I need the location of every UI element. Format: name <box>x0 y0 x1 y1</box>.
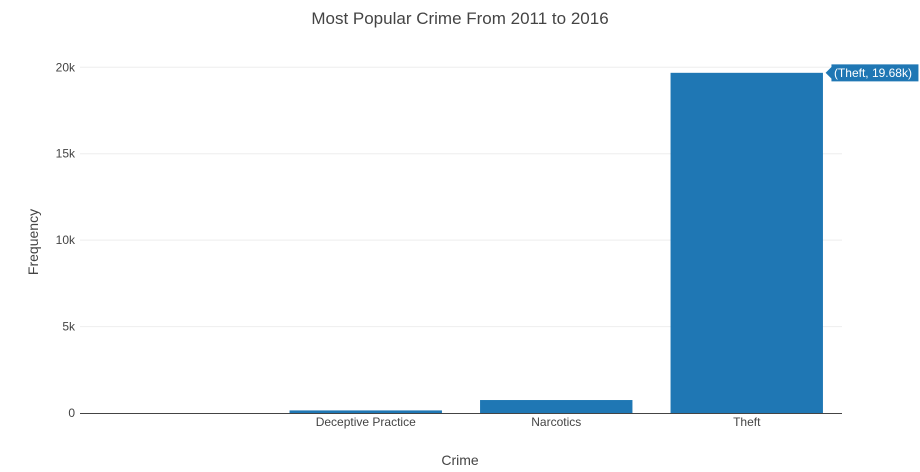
x-axis-title: Crime <box>441 452 479 468</box>
y-axis-title: Frequency <box>25 209 41 275</box>
bar[interactable] <box>289 410 442 413</box>
y-tick-label: 5k <box>62 320 76 334</box>
y-axis-ticks: 0 5k 10k 15k 20k <box>56 60 76 420</box>
x-tick-label: Deceptive Practice <box>316 415 416 429</box>
y-tick-label: 10k <box>56 233 76 247</box>
chart-title: Most Popular Crime From 2011 to 2016 <box>311 9 608 28</box>
bar[interactable] <box>670 72 823 414</box>
y-tick-label: 15k <box>56 147 76 161</box>
bars <box>289 72 823 414</box>
hover-label: (Theft, 19.68k) <box>824 63 920 83</box>
x-tick-label: Narcotics <box>531 415 581 429</box>
x-tick-label: Theft <box>733 415 761 429</box>
x-axis-ticks: Deceptive Practice Narcotics Theft <box>316 415 761 429</box>
y-tick-label: 0 <box>68 406 75 420</box>
y-tick-label: 20k <box>56 60 76 74</box>
hover-text: (Theft, 19.68k) <box>834 66 912 80</box>
bar[interactable] <box>480 400 633 413</box>
hover-box <box>824 63 920 83</box>
